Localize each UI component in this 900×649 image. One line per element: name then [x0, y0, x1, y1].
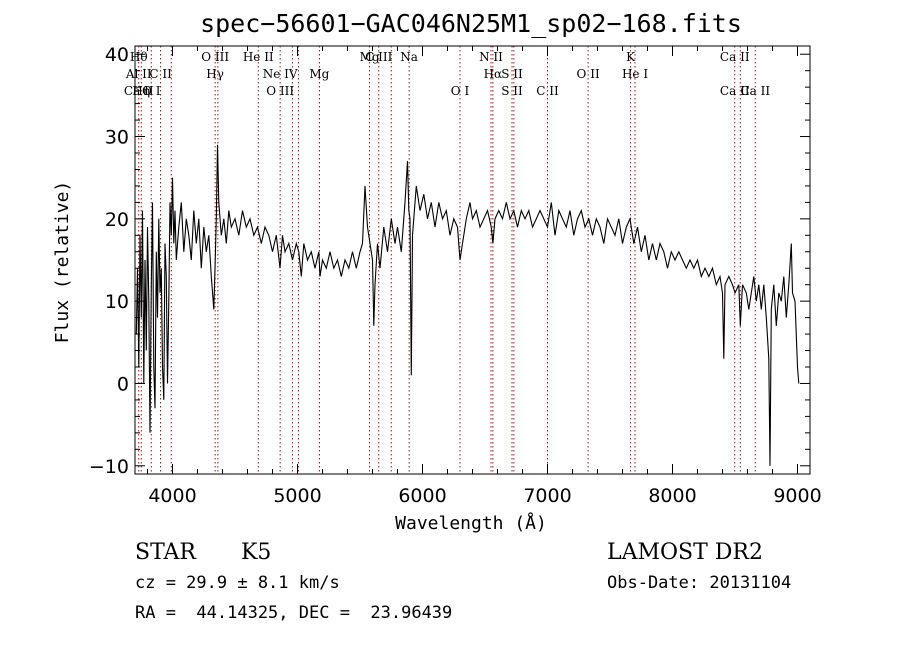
line-label: Ca II — [740, 84, 770, 98]
x-tick-label: 4000 — [148, 485, 196, 507]
y-tick-label: 40 — [105, 44, 129, 66]
x-tick-labels: 4000 5000 6000 7000 8000 9000 — [148, 485, 821, 507]
line-label: Al II — [125, 67, 152, 81]
line-label: He I — [622, 67, 648, 81]
line-label: Mg — [360, 50, 380, 64]
spectrum-line — [135, 144, 800, 466]
line-label: He II — [243, 50, 274, 64]
x-tick-label: 5000 — [273, 485, 321, 507]
y-tick-label: −10 — [89, 456, 129, 478]
spectrum-series — [135, 144, 800, 466]
line-label: Mg — [309, 67, 329, 81]
line-label: N II — [479, 50, 503, 64]
survey-name: LAMOST DR2 — [607, 540, 763, 565]
x-tick-label: 7000 — [523, 485, 571, 507]
line-label: O II — [577, 67, 600, 81]
line-label: Ca II — [720, 84, 750, 98]
object-class: STAR — [135, 540, 196, 565]
redshift-text: cz = 29.9 ± 8.1 km/s — [135, 573, 340, 593]
chart-title: spec−56601−GAC046N25M1_sp02−168.fits — [200, 9, 742, 38]
observation-date: Obs-Date: 20131104 — [607, 573, 792, 593]
line-label: S II — [501, 67, 523, 81]
x-tick-label: 8000 — [648, 485, 696, 507]
line-label: K — [626, 50, 636, 64]
line-label: C II — [536, 84, 559, 98]
line-label: S II — [501, 84, 523, 98]
y-tick-label: 10 — [105, 291, 129, 313]
y-tick-label: 30 — [105, 127, 129, 149]
line-label: O III — [201, 50, 229, 64]
line-label: Ca II — [720, 50, 750, 64]
x-tick-label: 9000 — [773, 485, 821, 507]
line-label: Na — [400, 50, 418, 64]
object-subclass: K5 — [241, 540, 272, 565]
y-tick-labels: −10 0 10 20 30 40 — [89, 44, 129, 478]
plot-frame — [134, 45, 811, 475]
coordinates-text: RA = 44.14325, DEC = 23.96439 — [135, 603, 453, 623]
y-tick-label: 20 — [105, 209, 129, 231]
axis-ticks — [135, 46, 810, 474]
y-axis-label: Flux (relative) — [52, 181, 73, 344]
line-label: Ne IV — [263, 67, 298, 81]
line-label: Hγ — [206, 67, 224, 81]
x-tick-label: 6000 — [398, 485, 446, 507]
line-markers — [138, 46, 756, 474]
y-tick-label: 0 — [117, 373, 129, 395]
x-axis-label: Wavelength (Å) — [395, 512, 547, 534]
line-label: O I — [142, 84, 161, 98]
line-label: Ca II — [124, 84, 154, 98]
line-label: Hθ — [130, 50, 148, 64]
line-label: C III — [365, 50, 392, 64]
line-label: Hα — [484, 67, 503, 81]
line-label: O III — [266, 84, 294, 98]
line-label: O I — [451, 84, 470, 98]
line-label: C II — [149, 67, 172, 81]
